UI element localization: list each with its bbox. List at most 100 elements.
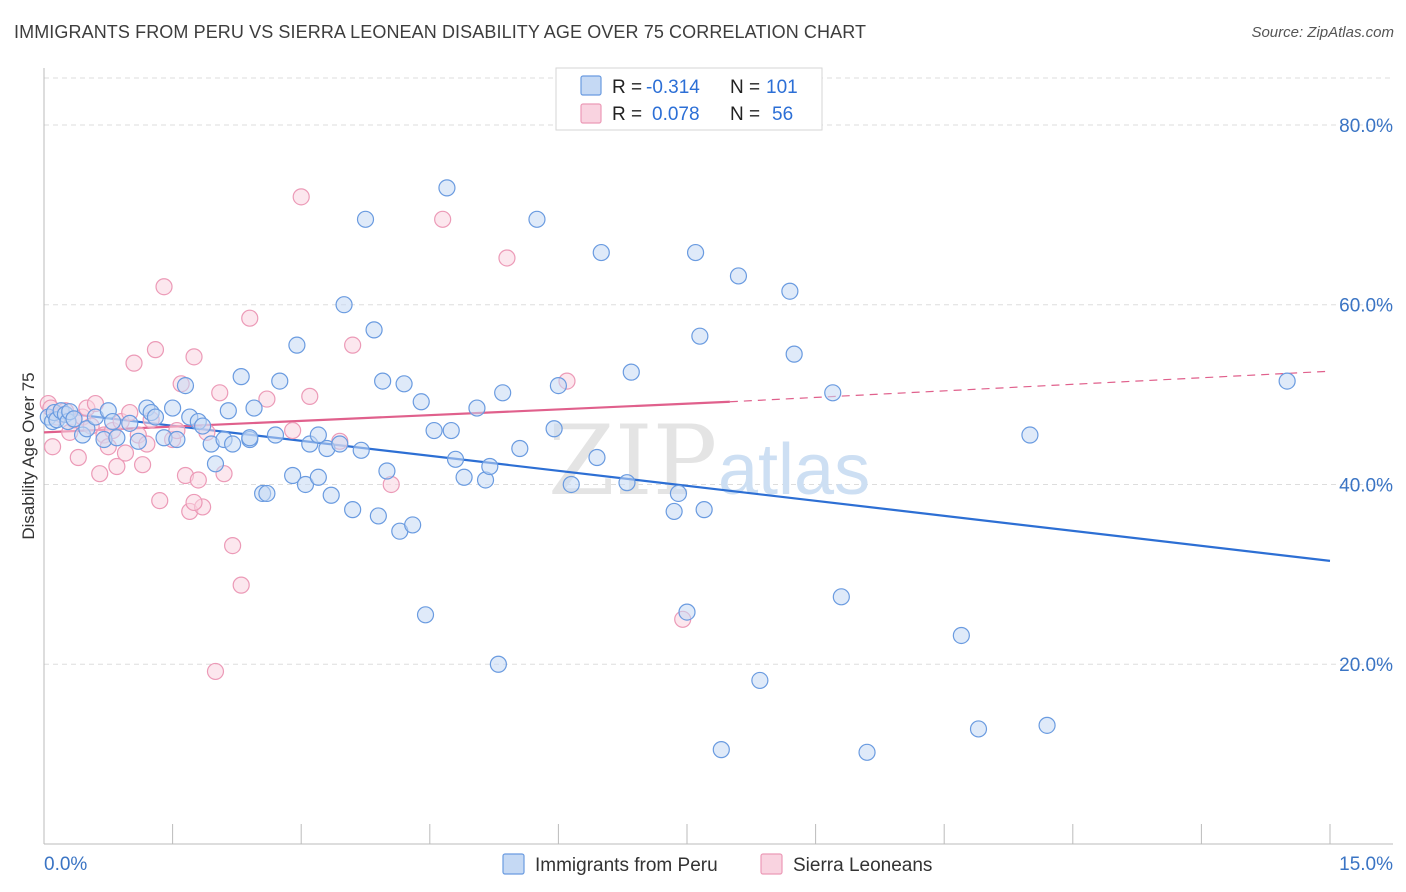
correlation-legend: R = -0.314 N = 101 R = 0.078 N = 56 [555, 67, 823, 131]
point-immigrants-from-peru [65, 410, 83, 428]
point-immigrants-from-peru [232, 368, 250, 386]
chart-title: IMMIGRANTS FROM PERU VS SIERRA LEONEAN D… [14, 22, 867, 42]
point-immigrants-from-peru [108, 429, 126, 447]
point-immigrants-from-peru [592, 243, 610, 262]
point-sierra-leoneans [189, 471, 207, 489]
point-immigrants-from-peru [121, 414, 139, 432]
point-sierra-leoneans [151, 492, 169, 510]
legend-r-value-1: -0.314 [646, 77, 700, 98]
point-immigrants-from-peru [374, 372, 392, 390]
point-immigrants-from-peru [952, 626, 970, 645]
point-sierra-leoneans [43, 438, 62, 456]
point-sierra-leoneans [125, 354, 143, 372]
point-immigrants-from-peru [969, 720, 988, 738]
point-immigrants-from-peru [335, 296, 353, 314]
point-immigrants-from-peru [271, 372, 289, 390]
point-immigrants-from-peru [219, 402, 237, 420]
legend-n-value-2: 56 [772, 104, 793, 125]
trend-line-sierra-solid [43, 400, 730, 434]
point-immigrants-from-peru [245, 399, 263, 417]
point-sierra-leoneans [211, 384, 229, 402]
legend-n-label-1: N = [730, 77, 760, 98]
point-immigrants-from-peru [1278, 372, 1296, 390]
point-immigrants-from-peru [412, 393, 430, 411]
point-immigrants-from-peru [588, 448, 606, 467]
point-sierra-leoneans [185, 348, 203, 366]
point-sierra-leoneans [258, 390, 276, 408]
point-immigrants-from-peru [468, 399, 486, 417]
point-immigrants-from-peru [618, 474, 636, 492]
point-sierra-leoneans [344, 336, 362, 354]
point-immigrants-from-peru [549, 377, 568, 395]
point-immigrants-from-peru [729, 267, 748, 285]
point-immigrants-from-peru [365, 321, 383, 339]
point-immigrants-from-peru [686, 243, 705, 262]
legend-r-label-2: R = [612, 104, 642, 125]
point-sierra-leoneans [498, 249, 516, 267]
point-sierra-leoneans [133, 456, 152, 474]
point-immigrants-from-peru [168, 430, 186, 449]
watermark-atlas: atlas [718, 430, 870, 510]
y-tick-label: 60.0% [1339, 296, 1393, 317]
point-immigrants-from-peru [296, 475, 315, 494]
point-sierra-leoneans [108, 457, 126, 476]
point-immigrants-from-peru [356, 210, 375, 228]
point-sierra-leoneans [69, 448, 87, 467]
point-sierra-leoneans [241, 309, 259, 327]
point-immigrants-from-peru [691, 327, 709, 345]
legend-n-value-1: 101 [766, 77, 798, 98]
point-immigrants-from-peru [545, 420, 563, 438]
watermark: ZIP atlas [548, 405, 870, 517]
series-immigrants-from-peru [39, 179, 1296, 761]
legend-r-label-1: R = [612, 77, 642, 98]
legend-r-value-2: 0.078 [652, 104, 700, 125]
point-immigrants-from-peru [678, 603, 696, 621]
point-immigrants-from-peru [1038, 716, 1056, 734]
point-sierra-leoneans [292, 188, 310, 206]
point-immigrants-from-peru [206, 455, 225, 473]
point-immigrants-from-peru [78, 420, 96, 438]
legend-swatch-pink [580, 103, 602, 124]
point-sierra-leoneans [301, 387, 319, 405]
x-tick-label-end: 15.0% [1339, 854, 1393, 875]
y-tick-labels: 20.0% 40.0% 60.0% 80.0% [1339, 116, 1393, 676]
point-immigrants-from-peru [781, 282, 799, 300]
point-immigrants-from-peru [288, 336, 306, 354]
point-immigrants-from-peru [528, 210, 546, 228]
point-immigrants-from-peru [481, 457, 499, 476]
point-immigrants-from-peru [258, 484, 276, 503]
point-immigrants-from-peru [669, 484, 688, 503]
legend-swatch-blue [580, 75, 602, 96]
point-immigrants-from-peru [712, 741, 730, 759]
y-tick-label: 80.0% [1339, 116, 1393, 137]
point-immigrants-from-peru [176, 377, 195, 395]
point-immigrants-from-peru [455, 468, 473, 486]
point-sierra-leoneans [146, 341, 165, 359]
point-immigrants-from-peru [494, 384, 512, 402]
point-immigrants-from-peru [369, 507, 387, 525]
watermark-zip: ZIP [548, 405, 717, 517]
point-immigrants-from-peru [562, 475, 580, 494]
point-immigrants-from-peru [665, 502, 683, 521]
point-immigrants-from-peru [352, 441, 370, 459]
bottom-legend-swatch-blue [502, 853, 525, 875]
point-immigrants-from-peru [309, 468, 327, 486]
bottom-legend-swatch-pink [760, 853, 783, 875]
y-axis-label: Disability Age Over 75 [19, 372, 38, 539]
point-immigrants-from-peru [416, 606, 435, 624]
point-immigrants-from-peru [224, 435, 242, 453]
point-immigrants-from-peru [489, 655, 507, 673]
point-immigrants-from-peru [146, 408, 165, 426]
point-sierra-leoneans [224, 536, 242, 555]
x-tick-label-start: 0.0% [44, 854, 87, 875]
point-immigrants-from-peru [751, 671, 769, 690]
point-immigrants-from-peru [832, 588, 850, 606]
axes [43, 68, 1393, 845]
point-immigrants-from-peru [241, 429, 259, 447]
point-immigrants-from-peru [858, 743, 876, 761]
point-immigrants-from-peru [824, 384, 842, 402]
y-tick-label: 40.0% [1339, 475, 1393, 496]
point-immigrants-from-peru [395, 375, 413, 393]
point-immigrants-from-peru [785, 345, 803, 363]
